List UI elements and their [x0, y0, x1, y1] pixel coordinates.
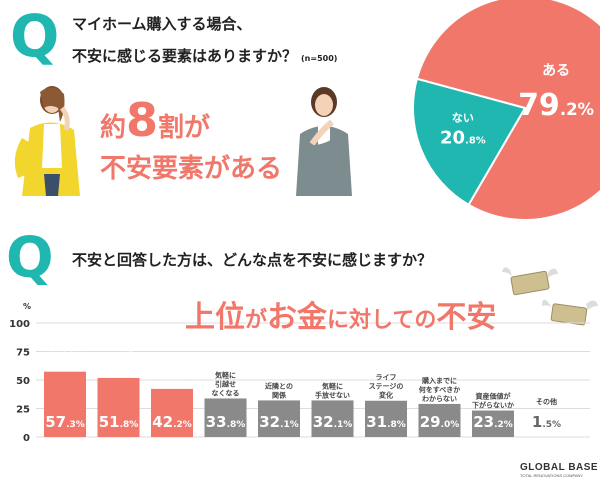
category-label: 今の年収で	[47, 344, 83, 353]
bar-value-label: 31.8%	[366, 413, 406, 431]
bar-value-label: 29.0%	[420, 413, 460, 431]
headline-line-2: 不安要素がある	[100, 154, 283, 184]
y-tick-label: 50	[16, 376, 30, 387]
logo-name: GLOBAL BASE	[520, 462, 599, 473]
headline-particle: が	[184, 113, 211, 143]
category-label: 気軽に	[322, 381, 343, 390]
y-tick-label: 75	[16, 348, 30, 359]
category-label: 払いきれる	[101, 359, 136, 368]
overlay-part-2: が	[245, 308, 268, 333]
flying-money-illustration-2	[542, 299, 598, 326]
headline-prefix: 約	[100, 113, 127, 143]
bar	[44, 371, 86, 437]
pie-slice-yes	[415, 0, 600, 220]
bar	[204, 398, 247, 437]
y-tick-label: 100	[9, 319, 30, 330]
bar-value-label: 1.5%	[532, 413, 561, 431]
headline-line-1: 約8割が	[100, 97, 211, 148]
category-label: その他	[536, 397, 557, 406]
pie-slice-no	[412, 77, 527, 207]
category-label: のか	[112, 369, 126, 377]
flying-money-illustration-1	[502, 267, 558, 296]
logo-subtitle: TOTAL RENOVATIONS COMPANY	[520, 473, 584, 478]
category-label: ステージの	[369, 383, 404, 391]
category-label: なくなる	[212, 388, 240, 397]
category-label: 下がらないか	[472, 401, 514, 410]
category-label: のかどうか	[48, 362, 83, 371]
category-label: 貯金が	[162, 370, 183, 379]
category-label: 何をすべきか	[419, 385, 461, 394]
money-worry-message: 上位がお金に対しての不安	[185, 298, 496, 341]
category-label: 気軽に	[215, 370, 236, 379]
question-1-line-1: マイホーム購入する場合、	[72, 15, 252, 33]
pie-label-yes: ある	[542, 63, 570, 79]
question-1-text: 不安に感じる要素はありますか？	[72, 47, 298, 65]
headline-unit: 割	[158, 113, 185, 143]
bar	[151, 388, 193, 437]
bar	[311, 400, 354, 437]
woman-worried-illustration	[296, 87, 352, 196]
sample-size: (n=500)	[301, 54, 338, 63]
pie-value-yes: 79.2%	[518, 88, 594, 123]
category-label: わからない	[422, 394, 457, 403]
bar	[418, 403, 461, 437]
bar-value-label: 33.8%	[206, 413, 246, 431]
category-label: 関係	[272, 390, 286, 399]
bar	[258, 400, 300, 437]
question-mark-q1: Q	[10, 2, 60, 70]
y-tick-label: 0	[23, 433, 30, 444]
question-2-text: 不安と回答した方は、どんな点を不安に感じますか？	[72, 251, 433, 269]
question-1-line-2: 不安に感じる要素はありますか？ (n=500)	[72, 46, 337, 69]
woman-thinking-illustration	[14, 86, 80, 196]
bar-value-label: 32.1%	[259, 413, 299, 431]
bar	[97, 377, 140, 437]
category-label: 購入までに	[421, 376, 457, 385]
y-tick-label: 25	[16, 405, 30, 416]
headline-number: 8	[126, 93, 159, 147]
overlay-part-1: 上位	[185, 300, 245, 335]
pie-label-no: ない	[452, 112, 474, 125]
category-label: 資産価値が	[476, 392, 511, 401]
category-label: 購入できる	[47, 353, 83, 362]
bar-value-label: 57.3%	[45, 413, 85, 431]
y-axis-unit: %	[23, 302, 31, 311]
company-logo: GLOBAL BASE TOTAL RENOVATIONS COMPANY	[520, 462, 598, 478]
question-mark-q2: Q	[6, 226, 54, 291]
bar-value-label: 51.8%	[99, 413, 139, 431]
pie-chart: ある 79.2% ない 20.8%	[412, 0, 600, 220]
overlay-part-3: お金	[267, 300, 328, 335]
bar-value-label: 32.1%	[313, 413, 353, 431]
category-label: ローンが	[105, 350, 133, 359]
category-label: なくならないか	[148, 379, 197, 388]
category-label: ライフ	[376, 374, 397, 382]
category-label: 変化	[379, 391, 393, 400]
overlay-part-5: 不安	[436, 300, 497, 335]
pie-value-no: 20.8%	[440, 128, 486, 149]
overlay-part-4: に対しての	[327, 308, 437, 333]
category-label: 手放せない	[315, 390, 350, 399]
bar	[365, 400, 407, 437]
bar	[472, 410, 514, 437]
category-label: 近隣との	[265, 381, 293, 390]
bar-value-label: 23.2%	[473, 413, 513, 431]
category-label: 引越せ	[215, 379, 236, 388]
bar-value-label: 42.2%	[152, 413, 192, 431]
